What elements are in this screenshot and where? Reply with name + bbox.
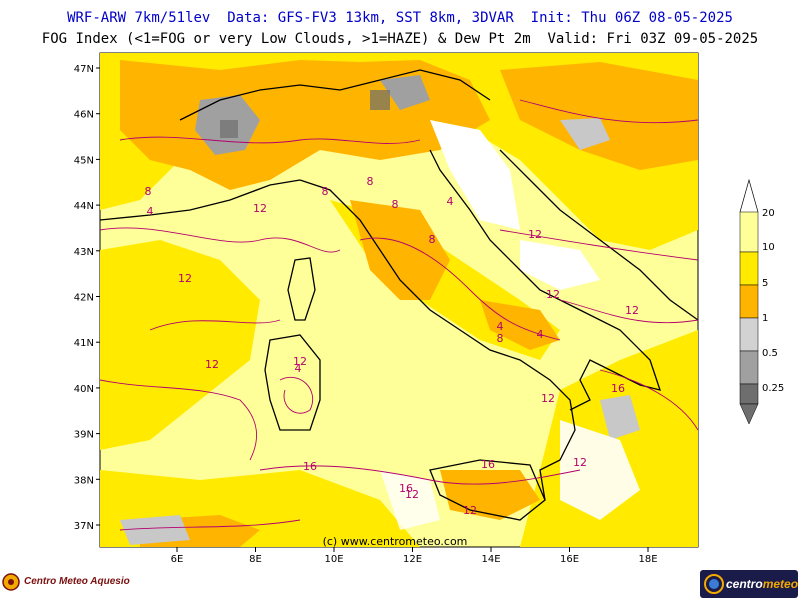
fog-field — [100, 53, 698, 547]
contour-label: 12 — [293, 355, 307, 368]
color-legend: 20 10 5 1 0.5 0.25 — [739, 178, 784, 425]
lon-label: 6E — [171, 554, 184, 565]
legend-swatch — [739, 211, 759, 253]
legend-swatch — [739, 251, 759, 286]
dewpoint-contours — [100, 99, 698, 531]
lat-label: 44N — [74, 201, 94, 212]
logo-left-text: Centro Meteo Aquesio — [24, 576, 130, 587]
lon-label: 10E — [324, 554, 343, 565]
contour-label: 16 — [611, 382, 625, 395]
contour-label: 4 — [447, 195, 454, 208]
lon-label: 8E — [249, 554, 262, 565]
legend-arrow-top — [739, 178, 759, 213]
contour-label: 12 — [541, 392, 555, 405]
copyright-text: (c) www.centrometeo.com — [323, 535, 468, 548]
legend-label: 20 — [762, 208, 775, 219]
contour-label: 12 — [253, 202, 267, 215]
legend-label: 0.5 — [762, 348, 778, 359]
lat-label: 40N — [74, 384, 94, 395]
legend-swatch — [739, 383, 759, 405]
contour-label: 8 — [392, 198, 399, 211]
lat-label: 38N — [74, 475, 94, 486]
contour-label: 12 — [205, 358, 219, 371]
legend-label: 0.25 — [762, 383, 784, 394]
lat-label: 47N — [74, 64, 94, 75]
logo-centro-meteo-aquesio: Centro Meteo Aquesio — [2, 568, 202, 598]
contour-label: 8 — [145, 185, 152, 198]
header-model-info: WRF-ARW 7km/51lev Data: GFS-FV3 13km, SS… — [67, 10, 733, 26]
contour-label: 8 — [322, 185, 329, 198]
globe-logo-icon — [704, 574, 724, 594]
lon-label: 14E — [481, 554, 500, 565]
contour-label: 12 — [625, 304, 639, 317]
contour-label: 16 — [303, 460, 317, 473]
lon-label: 18E — [638, 554, 657, 565]
header-field-info: FOG Index (<1=FOG or very Low Clouds, >1… — [41, 31, 759, 47]
legend-arrow-bottom — [739, 403, 759, 425]
lon-label: 16E — [560, 554, 579, 565]
sun-logo-icon — [2, 573, 20, 591]
contour-label: 8 — [367, 175, 374, 188]
contour-label: 16 — [481, 458, 495, 471]
contour-label: 4 — [497, 320, 504, 333]
coastline — [100, 69, 698, 521]
lat-label: 45N — [74, 155, 94, 166]
contour-label: 12 — [463, 504, 477, 517]
legend-swatch — [739, 350, 759, 385]
lat-label: 41N — [74, 338, 94, 349]
lat-label: 42N — [74, 293, 94, 304]
contour-label: 8 — [497, 332, 504, 345]
legend-swatch — [739, 317, 759, 352]
contour-label: 12 — [178, 272, 192, 285]
contour-label: 8 — [429, 233, 436, 246]
contour-label: 12 — [405, 488, 419, 501]
lon-label: 12E — [403, 554, 422, 565]
legend-label: 1 — [762, 313, 768, 324]
contour-label: 4 — [537, 328, 544, 341]
contour-label: 12 — [573, 456, 587, 469]
lat-label: 37N — [74, 521, 94, 532]
legend-label: 5 — [762, 278, 768, 289]
contour-label: 16 — [399, 482, 413, 495]
lat-label: 46N — [74, 110, 94, 121]
lat-label: 39N — [74, 430, 94, 441]
contour-label: 4 — [147, 205, 154, 218]
logo-centrometeo: centrometeo — [700, 570, 798, 598]
contour-label: 4 — [295, 362, 302, 375]
contour-label: 12 — [528, 228, 542, 241]
contour-label: 12 — [546, 288, 560, 301]
legend-label: 10 — [762, 242, 775, 253]
logo-right-text: centrometeo — [726, 577, 799, 591]
legend-swatch — [739, 284, 759, 319]
lat-label: 43N — [74, 247, 94, 258]
